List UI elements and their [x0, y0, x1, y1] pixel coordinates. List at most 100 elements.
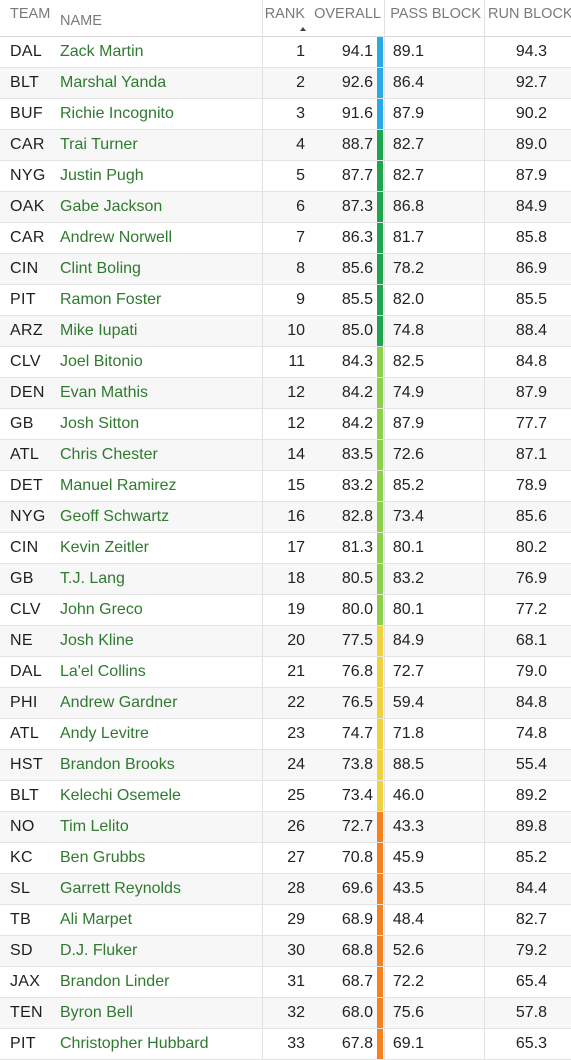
- player-name-link[interactable]: Zack Martin: [60, 43, 144, 60]
- player-name-link[interactable]: Marshal Yanda: [60, 74, 167, 91]
- run-block-grade-cell: 77.7: [515, 415, 547, 432]
- overall-grade-cell: 70.8: [341, 849, 373, 866]
- rank-cell: 20: [287, 632, 305, 649]
- player-name-link[interactable]: Josh Kline: [60, 632, 134, 649]
- player-name-link[interactable]: Manuel Ramirez: [60, 477, 177, 494]
- table-row[interactable]: NE Josh Kline 20 77.5 84.9 68.1: [0, 626, 571, 657]
- player-name-link[interactable]: Byron Bell: [60, 1004, 133, 1021]
- rank-cell: 1: [296, 43, 305, 60]
- table-row[interactable]: BLT Kelechi Osemele 25 73.4 46.0 89.2: [0, 781, 571, 812]
- player-name-link[interactable]: Andrew Gardner: [60, 694, 178, 711]
- overall-grade-cell: 87.3: [341, 198, 373, 215]
- player-name-link[interactable]: Clint Boling: [60, 260, 141, 277]
- column-header-pass-block[interactable]: PASS BLOCK: [390, 6, 481, 22]
- run-block-grade-cell: 84.4: [515, 880, 547, 897]
- player-name-link[interactable]: Trai Turner: [60, 136, 138, 153]
- column-header-overall[interactable]: OVERALL: [314, 6, 381, 22]
- player-name-link[interactable]: D.J. Fluker: [60, 942, 138, 959]
- grade-tier-bar: [377, 533, 383, 563]
- player-name-link[interactable]: Geoff Schwartz: [60, 508, 170, 525]
- overall-grade-cell: 69.6: [341, 880, 373, 897]
- player-name-link[interactable]: Richie Incognito: [60, 105, 174, 122]
- table-row[interactable]: ATL Chris Chester 14 83.5 72.6 87.1: [0, 440, 571, 471]
- team-cell: BLT: [10, 74, 40, 91]
- team-cell: PIT: [10, 1035, 36, 1052]
- column-header-run-block[interactable]: RUN BLOCK: [488, 6, 571, 22]
- table-row[interactable]: CLV John Greco 19 80.0 80.1 77.2: [0, 595, 571, 626]
- player-name-link[interactable]: Mike Iupati: [60, 322, 138, 339]
- table-row[interactable]: CIN Clint Boling 8 85.6 78.2 86.9: [0, 254, 571, 285]
- table-row[interactable]: SD D.J. Fluker 30 68.8 52.6 79.2: [0, 936, 571, 967]
- table-row[interactable]: SL Garrett Reynolds 28 69.6 43.5 84.4: [0, 874, 571, 905]
- overall-grade-cell: 67.8: [341, 1035, 373, 1052]
- table-row[interactable]: DET Manuel Ramirez 15 83.2 85.2 78.9: [0, 471, 571, 502]
- player-name-link[interactable]: Ali Marpet: [60, 911, 133, 928]
- player-name-link[interactable]: Andy Levitre: [60, 725, 149, 742]
- rank-cell: 33: [287, 1035, 305, 1052]
- overall-grade-cell: 86.3: [341, 229, 373, 246]
- table-row[interactable]: NYG Geoff Schwartz 16 82.8 73.4 85.6: [0, 502, 571, 533]
- player-name-link[interactable]: T.J. Lang: [60, 570, 125, 587]
- column-header-team[interactable]: TEAM: [10, 6, 51, 22]
- column-divider: [484, 0, 485, 1060]
- column-divider: [262, 0, 263, 1060]
- player-name-link[interactable]: Tim Lelito: [60, 818, 129, 835]
- table-row[interactable]: ATL Andy Levitre 23 74.7 71.8 74.8: [0, 719, 571, 750]
- grade-tier-bar: [377, 967, 383, 997]
- table-row[interactable]: PHI Andrew Gardner 22 76.5 59.4 84.8: [0, 688, 571, 719]
- player-name-link[interactable]: Brandon Linder: [60, 973, 170, 990]
- table-row[interactable]: DAL Zack Martin 1 94.1 89.1 94.3: [0, 37, 571, 68]
- table-row[interactable]: BLT Marshal Yanda 2 92.6 86.4 92.7: [0, 68, 571, 99]
- column-header-rank[interactable]: RANK: [264, 6, 305, 22]
- table-row[interactable]: HST Brandon Brooks 24 73.8 88.5 55.4: [0, 750, 571, 781]
- table-row[interactable]: NYG Justin Pugh 5 87.7 82.7 87.9: [0, 161, 571, 192]
- player-name-link[interactable]: Chris Chester: [60, 446, 158, 463]
- overall-grade-cell: 88.7: [341, 136, 373, 153]
- player-name-link[interactable]: Joel Bitonio: [60, 353, 143, 370]
- player-name-link[interactable]: Christopher Hubbard: [60, 1035, 209, 1052]
- grade-tier-bar: [377, 99, 383, 129]
- pass-block-grade-cell: 80.1: [392, 539, 424, 556]
- table-row[interactable]: CAR Andrew Norwell 7 86.3 81.7 85.8: [0, 223, 571, 254]
- table-row[interactable]: CLV Joel Bitonio 11 84.3 82.5 84.8: [0, 347, 571, 378]
- table-row[interactable]: JAX Brandon Linder 31 68.7 72.2 65.4: [0, 967, 571, 998]
- player-name-link[interactable]: John Greco: [60, 601, 143, 618]
- team-cell: BLT: [10, 787, 40, 804]
- table-row[interactable]: NO Tim Lelito 26 72.7 43.3 89.8: [0, 812, 571, 843]
- player-name-link[interactable]: Ramon Foster: [60, 291, 162, 308]
- table-row[interactable]: PIT Ramon Foster 9 85.5 82.0 85.5: [0, 285, 571, 316]
- table-row[interactable]: CAR Trai Turner 4 88.7 82.7 89.0: [0, 130, 571, 161]
- table-row[interactable]: OAK Gabe Jackson 6 87.3 86.8 84.9: [0, 192, 571, 223]
- grade-tier-bar: [377, 595, 383, 625]
- table-row[interactable]: GB T.J. Lang 18 80.5 83.2 76.9: [0, 564, 571, 595]
- overall-grade-cell: 83.5: [341, 446, 373, 463]
- table-row[interactable]: GB Josh Sitton 12 84.2 87.9 77.7: [0, 409, 571, 440]
- table-row[interactable]: TEN Byron Bell 32 68.0 75.6 57.8: [0, 998, 571, 1029]
- player-name-link[interactable]: Brandon Brooks: [60, 756, 175, 773]
- player-name-link[interactable]: Kelechi Osemele: [60, 787, 181, 804]
- table-row[interactable]: DAL La'el Collins 21 76.8 72.7 79.0: [0, 657, 571, 688]
- table-row[interactable]: BUF Richie Incognito 3 91.6 87.9 90.2: [0, 99, 571, 130]
- table-row[interactable]: ARZ Mike Iupati 10 85.0 74.8 88.4: [0, 316, 571, 347]
- table-row[interactable]: PIT Christopher Hubbard 33 67.8 69.1 65.3: [0, 1029, 571, 1060]
- player-name-link[interactable]: Andrew Norwell: [60, 229, 173, 246]
- pass-block-grade-cell: 86.4: [392, 74, 424, 91]
- rank-cell: 14: [287, 446, 305, 463]
- player-name-link[interactable]: Kevin Zeitler: [60, 539, 149, 556]
- grade-tier-bar: [377, 192, 383, 222]
- player-name-link[interactable]: Ben Grubbs: [60, 849, 146, 866]
- player-name-link[interactable]: Josh Sitton: [60, 415, 140, 432]
- table-row[interactable]: KC Ben Grubbs 27 70.8 45.9 85.2: [0, 843, 571, 874]
- player-name-link[interactable]: Gabe Jackson: [60, 198, 163, 215]
- column-header-name[interactable]: NAME: [60, 13, 102, 29]
- player-name-link[interactable]: La'el Collins: [60, 663, 146, 680]
- player-name-link[interactable]: Justin Pugh: [60, 167, 144, 184]
- player-name-link[interactable]: Evan Mathis: [60, 384, 149, 401]
- table-row[interactable]: DEN Evan Mathis 12 84.2 74.9 87.9: [0, 378, 571, 409]
- player-name-link[interactable]: Garrett Reynolds: [60, 880, 181, 897]
- overall-grade-cell: 84.2: [341, 384, 373, 401]
- table-row[interactable]: CIN Kevin Zeitler 17 81.3 80.1 80.2: [0, 533, 571, 564]
- table-row[interactable]: TB Ali Marpet 29 68.9 48.4 82.7: [0, 905, 571, 936]
- run-block-grade-cell: 77.2: [515, 601, 547, 618]
